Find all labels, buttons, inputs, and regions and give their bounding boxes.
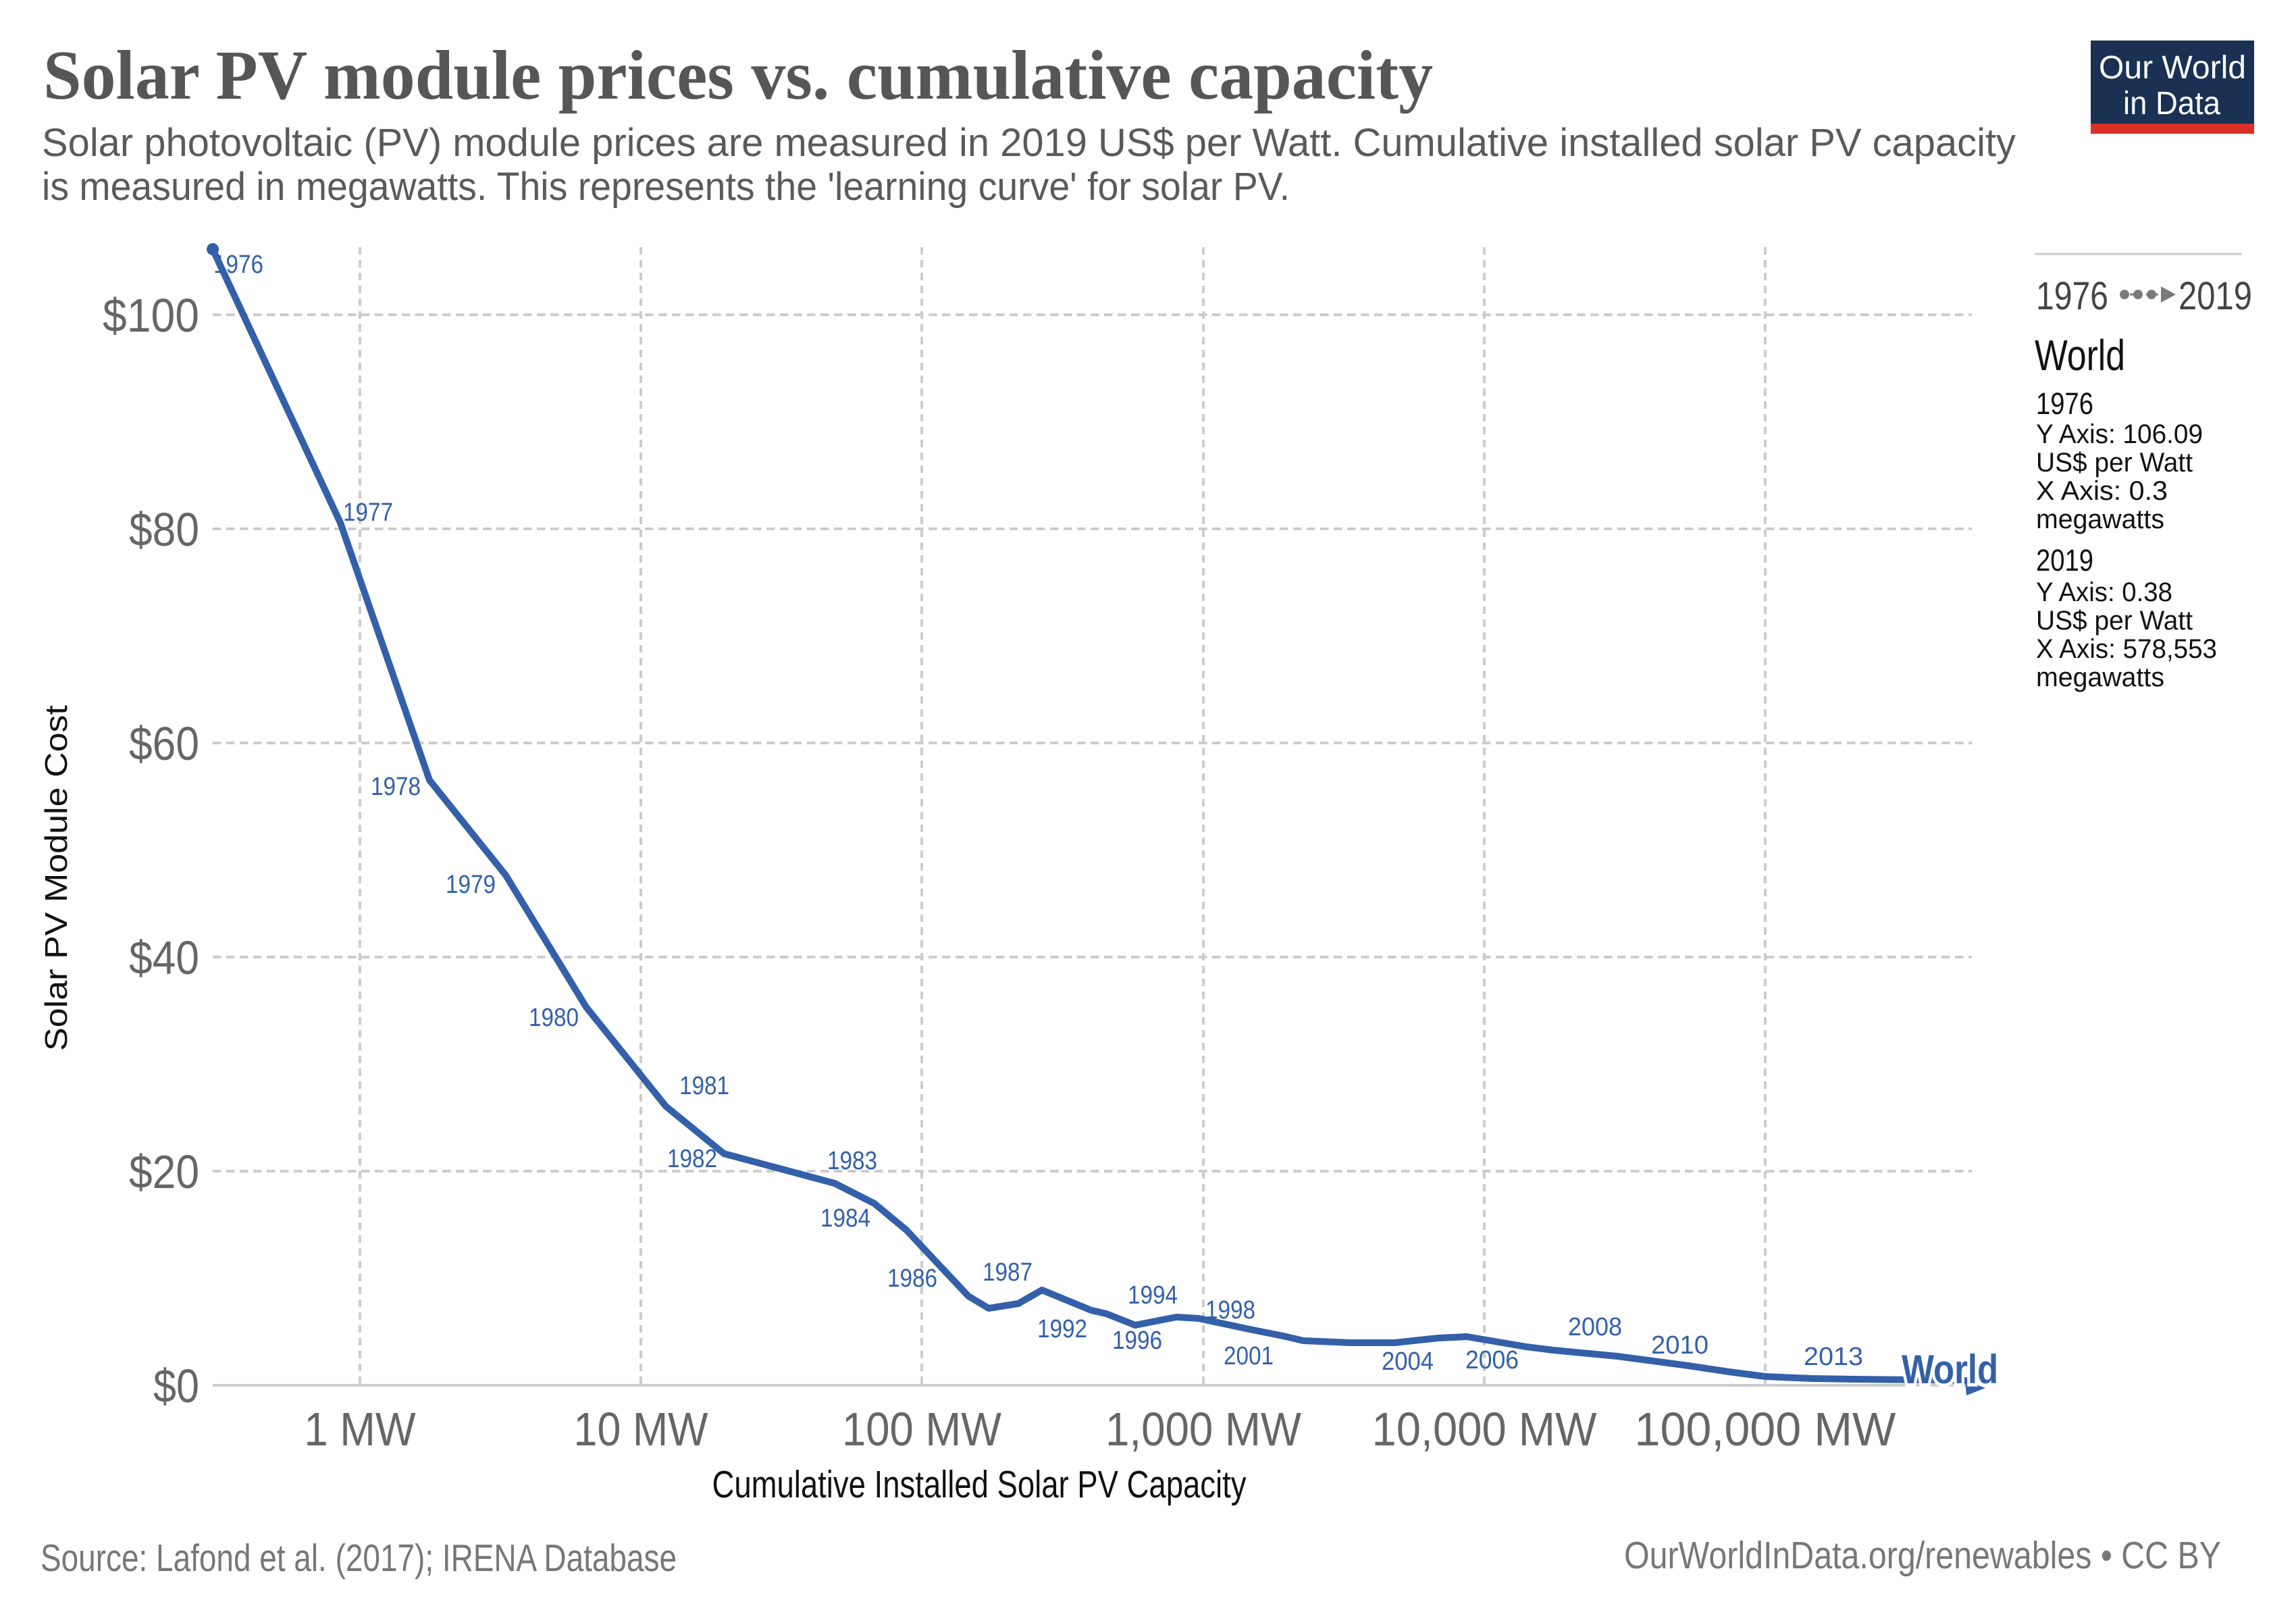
svg-text:1994: 1994: [1128, 1281, 1178, 1310]
svg-text:X Axis: 578,553: X Axis: 578,553: [2036, 634, 2217, 664]
svg-text:2008: 2008: [1568, 1313, 1622, 1341]
svg-text:100 MW: 100 MW: [842, 1403, 1001, 1456]
svg-text:Cumulative Installed Solar PV: Cumulative Installed Solar PV Capacity: [712, 1463, 1247, 1506]
svg-text:1982: 1982: [667, 1145, 717, 1173]
svg-text:megawatts: megawatts: [2036, 663, 2164, 692]
svg-text:World: World: [2035, 331, 2125, 380]
svg-text:Y Axis: 0.38: Y Axis: 0.38: [2036, 577, 2172, 607]
svg-text:1986: 1986: [887, 1264, 937, 1293]
svg-text:Our World: Our World: [2099, 50, 2246, 86]
svg-text:1987: 1987: [983, 1258, 1033, 1287]
svg-text:World: World: [1902, 1347, 1998, 1392]
svg-text:US$ per Watt: US$ per Watt: [2036, 448, 2193, 478]
svg-text:10,000 MW: 10,000 MW: [1372, 1403, 1597, 1456]
svg-text:1977: 1977: [343, 498, 393, 527]
svg-text:2006: 2006: [1465, 1346, 1519, 1374]
svg-text:megawatts: megawatts: [2036, 505, 2164, 534]
svg-text:$60: $60: [129, 717, 199, 770]
svg-text:Solar PV module prices vs. cum: Solar PV module prices vs. cumulative ca…: [43, 36, 1433, 114]
svg-text:US$ per Watt: US$ per Watt: [2036, 606, 2193, 636]
svg-text:$80: $80: [129, 503, 199, 556]
svg-text:1976: 1976: [2036, 386, 2093, 421]
svg-text:Y Axis: 106.09: Y Axis: 106.09: [2036, 419, 2203, 449]
svg-text:1,000 MW: 1,000 MW: [1105, 1403, 1301, 1456]
svg-text:2010: 2010: [1651, 1331, 1708, 1360]
svg-text:Solar PV Module Cost: Solar PV Module Cost: [38, 705, 74, 1051]
svg-text:2019: 2019: [2036, 543, 2093, 577]
svg-text:$20: $20: [129, 1146, 199, 1198]
svg-text:$40: $40: [129, 931, 199, 984]
svg-text:1981: 1981: [679, 1072, 729, 1100]
svg-text:2013: 2013: [1804, 1343, 1863, 1371]
svg-text:Source: Lafond et al. (2017);: Source: Lafond et al. (2017); IRENA Data…: [41, 1537, 677, 1580]
svg-text:$100: $100: [103, 289, 199, 342]
svg-text:Solar photovoltaic (PV) module: Solar photovoltaic (PV) module prices ar…: [42, 121, 2016, 165]
svg-text:2004: 2004: [1382, 1347, 1434, 1376]
svg-text:100,000 MW: 100,000 MW: [1635, 1403, 1896, 1456]
svg-text:$0: $0: [153, 1360, 199, 1412]
svg-text:1976: 1976: [213, 251, 263, 279]
svg-text:is measured in megawatts. This: is measured in megawatts. This represent…: [42, 165, 1290, 209]
svg-text:OurWorldInData.org/renewables: OurWorldInData.org/renewables • CC BY: [1624, 1534, 2221, 1577]
svg-text:1978: 1978: [371, 773, 421, 801]
svg-text:1980: 1980: [529, 1004, 579, 1032]
svg-text:X Axis: 0.3: X Axis: 0.3: [2036, 476, 2168, 506]
svg-text:1984: 1984: [820, 1204, 870, 1233]
svg-text:10 MW: 10 MW: [574, 1403, 708, 1456]
svg-text:1983: 1983: [827, 1147, 877, 1175]
svg-text:1998: 1998: [1205, 1296, 1255, 1324]
svg-text:2019: 2019: [2178, 274, 2252, 318]
svg-text:1 MW: 1 MW: [305, 1403, 416, 1456]
svg-text:1979: 1979: [446, 871, 496, 899]
svg-text:in Data: in Data: [2123, 86, 2220, 122]
svg-text:1996: 1996: [1112, 1327, 1162, 1355]
svg-text:2001: 2001: [1224, 1342, 1274, 1370]
svg-text:1976: 1976: [2036, 274, 2108, 318]
svg-text:1992: 1992: [1037, 1315, 1087, 1343]
